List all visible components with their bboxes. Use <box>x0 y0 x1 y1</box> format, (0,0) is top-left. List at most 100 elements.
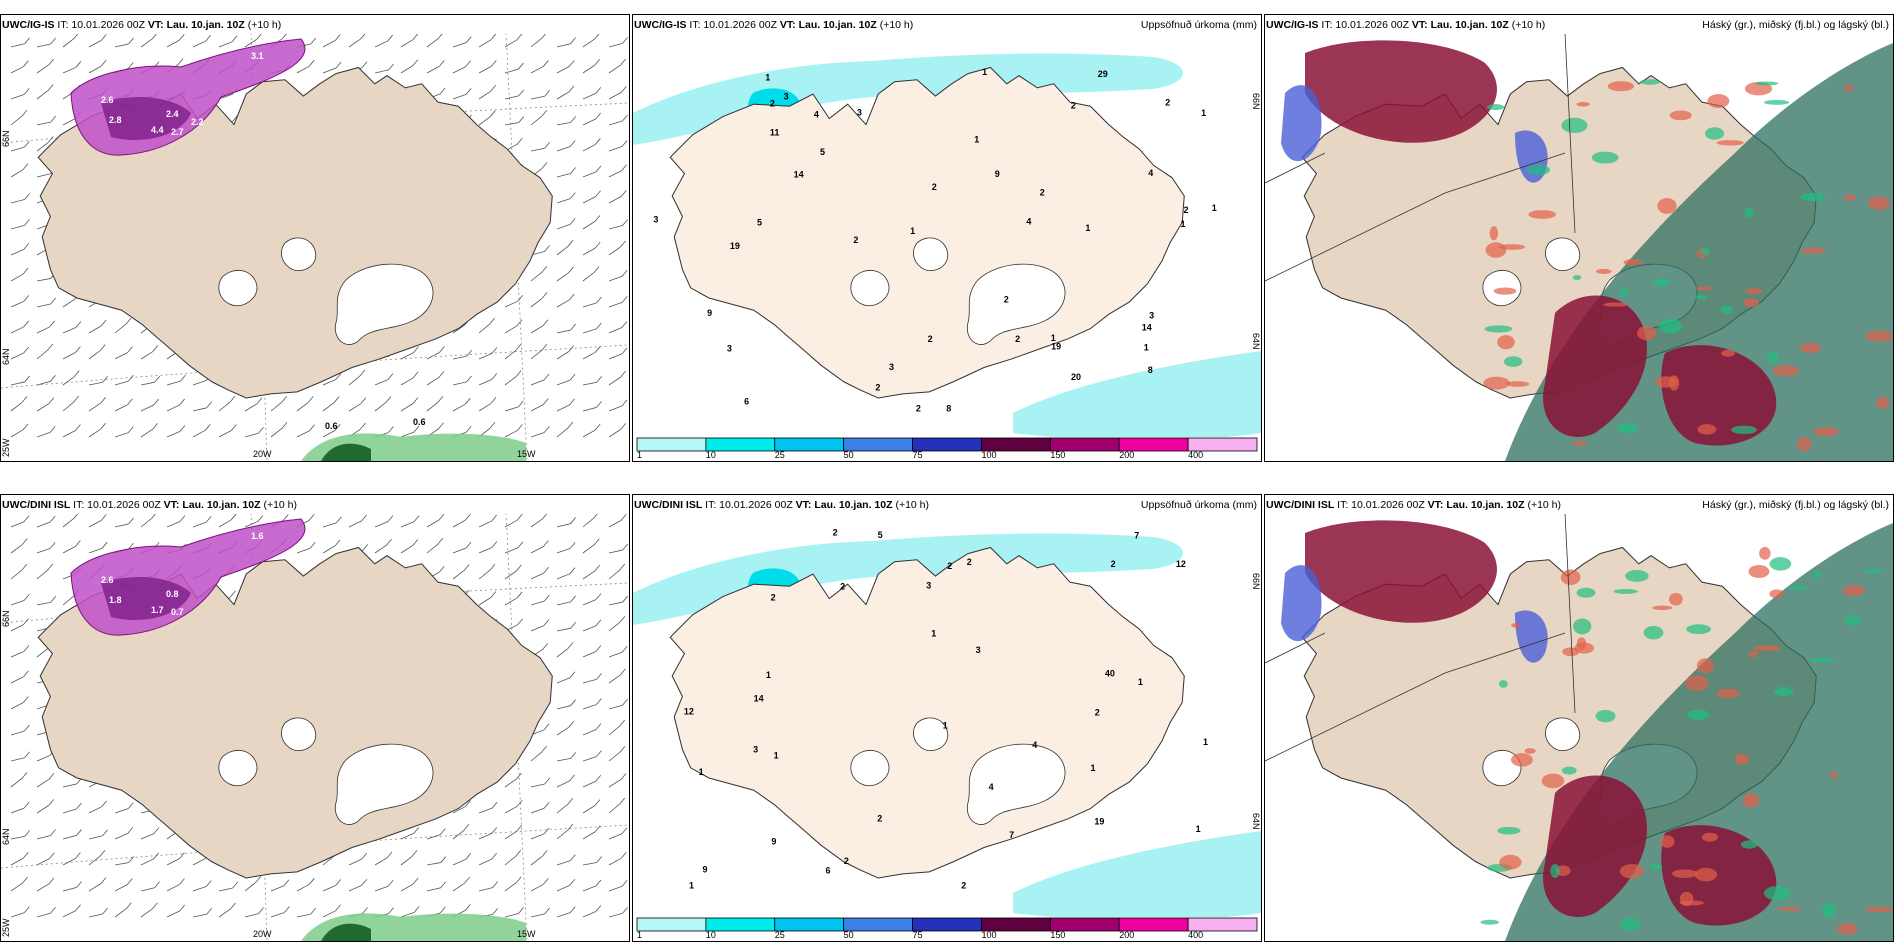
value-label: 2.2 <box>191 117 204 127</box>
colorbar-swatch <box>774 437 845 452</box>
precip-value: 19 <box>730 241 740 251</box>
it-label: IT: <box>1334 499 1352 511</box>
cloud-cell <box>1576 587 1596 598</box>
precip-value: 3 <box>784 91 789 101</box>
cloud-cell <box>1619 917 1641 931</box>
precip-value: 3 <box>976 645 981 655</box>
cloud-cell <box>1745 288 1763 295</box>
lat-label: 66N <box>1 610 11 627</box>
precip-value: 8 <box>1148 365 1153 375</box>
precip-value: 1 <box>1138 677 1143 687</box>
lead-time: (+10 h) <box>244 19 282 31</box>
cloud-cell <box>1497 335 1515 350</box>
precip-value: 6 <box>826 866 831 876</box>
cloud-cell <box>1865 330 1893 342</box>
precip-value: 2 <box>961 881 966 891</box>
precip-value: 4 <box>1032 740 1037 750</box>
precip-value: 2 <box>916 403 921 413</box>
vt-label: VT: <box>1408 19 1431 31</box>
cloud-cell <box>1754 81 1779 86</box>
vt-label: VT: <box>1424 499 1447 511</box>
precip-value: 2 <box>840 581 845 591</box>
precip-value: 2 <box>1095 708 1100 718</box>
value-label: 2.7 <box>171 127 184 137</box>
vt-label: VT: <box>776 19 799 31</box>
cloud-cell <box>1653 278 1671 287</box>
precip-value: 2 <box>771 592 776 602</box>
glacier <box>281 237 317 272</box>
precip-value: 1 <box>1181 219 1186 229</box>
cloud-cell <box>1844 84 1853 92</box>
precip-value: 1 <box>982 67 987 77</box>
colorbar-swatch <box>843 917 913 932</box>
glacier <box>966 263 1066 345</box>
valid-time: Lau. 10.jan. 10Z <box>1430 19 1509 31</box>
precip-value: 20 <box>1071 372 1081 382</box>
cloud-cell <box>1660 835 1675 848</box>
cloud-cell <box>1526 164 1550 176</box>
valid-time: Lau. 10.jan. 10Z <box>814 499 893 511</box>
colorbar: 1 10 25 50 75 100 150 200 400 <box>635 917 1259 939</box>
precip-value: 2 <box>1111 559 1116 569</box>
cloud-cell <box>1812 571 1822 579</box>
precip-value: 6 <box>744 396 749 406</box>
field-title: Uppsöfnuð úrkoma (mm) <box>1140 499 1257 511</box>
precip-value: 2 <box>877 813 882 823</box>
precip-value: 2 <box>1165 98 1170 108</box>
cloud-cell <box>1669 110 1692 121</box>
glacier <box>966 743 1066 825</box>
cloud-cell <box>1697 424 1717 435</box>
cloud-cell <box>1721 349 1735 357</box>
colorbar-tick: 1 <box>637 930 642 939</box>
init-time: 10.01.2026 00Z <box>719 499 793 511</box>
cloud-cell <box>1574 642 1594 654</box>
precip-value: 1 <box>1212 203 1217 213</box>
cloud-cell <box>1679 900 1704 906</box>
precip-value: 7 <box>1134 531 1139 541</box>
init-time: 10.01.2026 00Z <box>1335 19 1409 31</box>
cloud-cell <box>1607 81 1635 92</box>
cloud-cell <box>1561 117 1588 134</box>
model-label: UWC/IG-IS <box>2 19 55 31</box>
valid-time: Lau. 10.jan. 10Z <box>798 19 877 31</box>
value-label: 4.4 <box>151 125 164 135</box>
vt-label: VT: <box>144 19 167 31</box>
cloud-cell <box>1744 207 1754 218</box>
precip-value: 1 <box>1201 108 1206 118</box>
precip-value: 14 <box>794 170 804 180</box>
panel-ig-is-cloud: UWC/IG-IS IT: 10.01.2026 00Z VT: Lau. 10… <box>1264 14 1894 462</box>
precip-value: 3 <box>753 745 758 755</box>
it-label: IT: <box>702 499 720 511</box>
cloud-cell <box>1483 376 1510 390</box>
colorbar-tick: 200 <box>1119 930 1134 939</box>
precip-value: 2 <box>947 561 952 571</box>
precip-value: 3 <box>1149 311 1154 321</box>
cloud-cell <box>1759 546 1771 560</box>
precip-value: 1 <box>1090 763 1095 773</box>
cloud-cell <box>1625 569 1649 582</box>
cloud-cell <box>1486 104 1505 111</box>
colorbar-tick: 1 <box>637 450 642 459</box>
map-canvas: 1.6 2.6 1.8 1.7 0.8 0.7 66N 64N 25W 20W 15W <box>1 513 629 941</box>
lon-label: 20W <box>253 929 272 939</box>
map-canvas <box>1265 33 1893 461</box>
precip-value: 12 <box>684 707 694 717</box>
cloud-cell <box>1876 396 1890 409</box>
vt-label: VT: <box>160 499 183 511</box>
field-title: Háský (gr.), miðský (fj.bl.) og lágský (… <box>1702 499 1889 511</box>
colorbar-swatch <box>912 917 982 932</box>
cloud-cell <box>1829 772 1839 779</box>
precip-area-dark <box>101 97 191 140</box>
cloud-cell <box>1707 94 1730 108</box>
cloud-cell <box>1799 342 1821 353</box>
colorbar-swatch <box>705 437 776 452</box>
precip-value: 9 <box>771 837 776 847</box>
lon-label: 15W <box>517 929 536 939</box>
colorbar-tick: 150 <box>1050 450 1065 459</box>
precip-value: 3 <box>857 108 862 118</box>
precip-value: 1 <box>910 226 915 236</box>
panel-header: UWC/DINI ISL IT: 10.01.2026 00Z VT: Lau.… <box>2 496 627 514</box>
panel-header: UWC/IG-IS IT: 10.01.2026 00Z VT: Lau. 10… <box>2 16 627 34</box>
precip-value: 4 <box>1148 168 1153 178</box>
glacier <box>850 749 890 786</box>
